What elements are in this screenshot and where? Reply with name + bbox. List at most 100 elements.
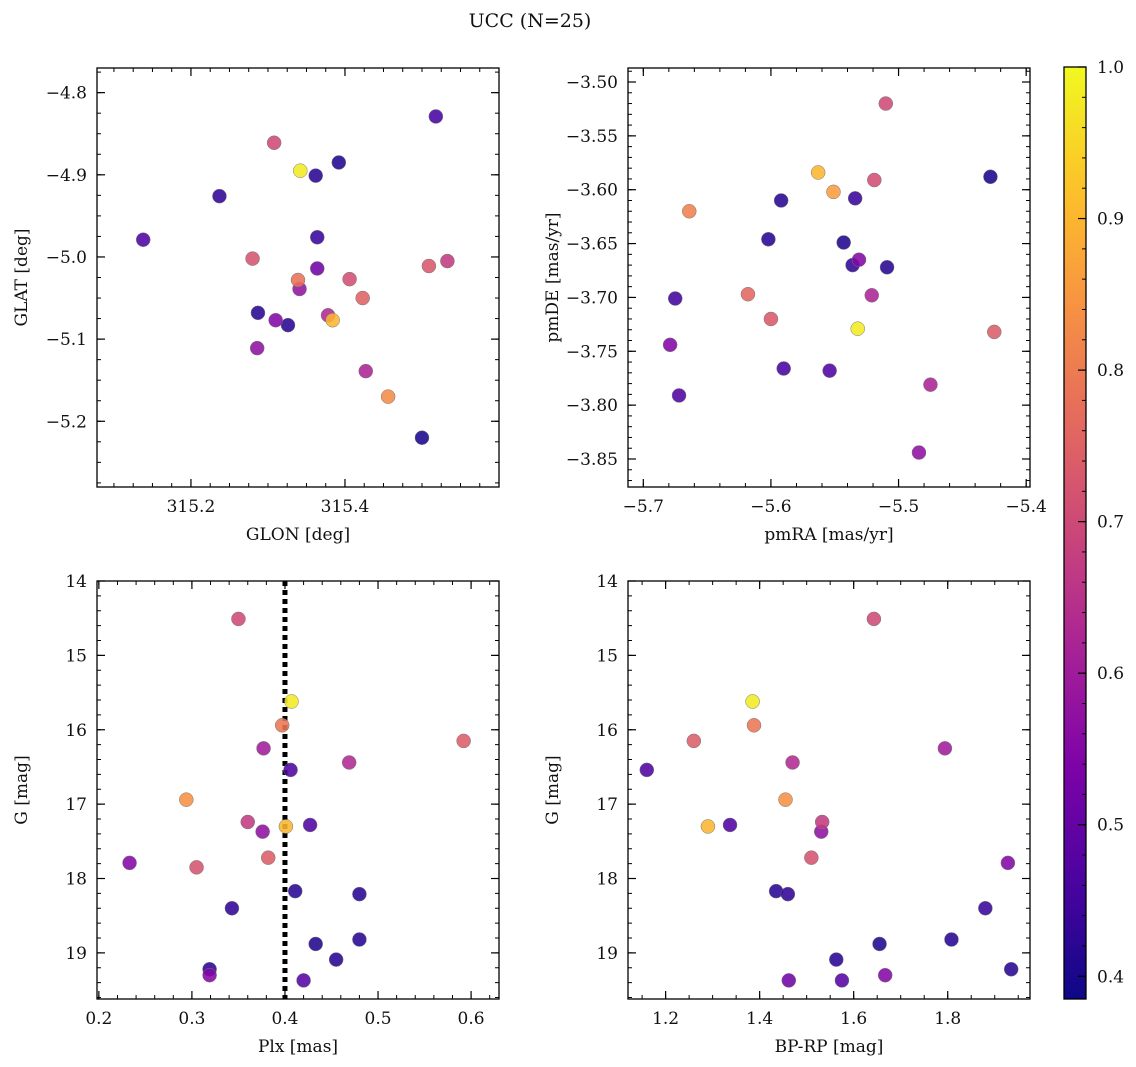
minor-ticks xyxy=(97,580,499,999)
scatter-point xyxy=(341,755,357,770)
scatter-point xyxy=(826,184,841,200)
y-tick-label: 18 xyxy=(65,870,87,890)
y-tick-label: −3.55 xyxy=(566,127,618,147)
colorbar: 0.4 0.5 0.6 0.7 0.8 0.9 1.0 xyxy=(1063,58,1124,1000)
scatter-point xyxy=(763,311,779,327)
x-tick-label: −5.6 xyxy=(750,497,791,517)
minor-ticks xyxy=(628,68,1030,487)
scatter-point xyxy=(290,272,306,288)
scatter-point xyxy=(202,967,217,983)
scatter-point xyxy=(829,952,844,967)
axes-frame xyxy=(627,67,1031,488)
scatter-point xyxy=(804,850,819,865)
scatter-point xyxy=(249,340,265,356)
scatter-point xyxy=(352,932,367,947)
scatter-point xyxy=(785,755,800,770)
y-tick-label: 15 xyxy=(65,646,87,666)
scatter-point xyxy=(283,762,298,778)
scatter-point xyxy=(440,253,455,269)
scatter-point xyxy=(179,792,194,807)
scatter-point xyxy=(923,377,938,392)
scatter-point xyxy=(722,817,738,833)
panel-pmra-pmde: −5.7 −5.6 −5.5 −5.4 −3.50 −3.55 −3.60 −3.65 −3.7… xyxy=(543,67,1047,545)
scatter-point xyxy=(380,389,396,404)
y-tick-label: −5.0 xyxy=(46,248,87,268)
scatter-point xyxy=(667,291,683,306)
scatter-point xyxy=(773,193,789,208)
y-tick-label: 15 xyxy=(596,646,618,666)
scatter-point xyxy=(662,337,678,353)
colorbar-tick-label: 0.5 xyxy=(1097,816,1124,836)
scatter-point xyxy=(355,290,370,306)
colorbar-tick-label: 0.6 xyxy=(1097,664,1124,684)
scatter-points xyxy=(135,109,455,445)
scatter-point xyxy=(761,232,776,247)
scatter-point xyxy=(280,317,296,333)
scatter-point xyxy=(851,252,867,267)
y-tick-label: −3.70 xyxy=(566,288,618,308)
scatter-point xyxy=(1000,855,1016,871)
scatter-point xyxy=(331,155,347,170)
major-ticks xyxy=(628,68,1030,487)
scatter-point xyxy=(245,251,260,266)
scatter-point xyxy=(310,261,325,276)
y-tick-label: 14 xyxy=(65,572,87,592)
scatter-point xyxy=(877,967,893,983)
major-ticks xyxy=(628,580,1030,999)
x-axis-label: BP-RP [mag] xyxy=(775,1037,884,1057)
scatter-point xyxy=(284,694,299,709)
scatter-point xyxy=(879,260,895,275)
y-tick-label: 18 xyxy=(596,870,618,890)
scatter-point xyxy=(352,886,367,902)
scatter-points xyxy=(122,611,471,988)
x-tick-label: −5.5 xyxy=(878,497,919,517)
scatter-point xyxy=(308,168,323,183)
scatter-point xyxy=(864,288,880,303)
minor-ticks xyxy=(97,68,500,487)
x-tick-label: 0.2 xyxy=(85,1009,112,1029)
scatter-point xyxy=(325,312,340,328)
major-ticks xyxy=(97,580,499,999)
scatter-point xyxy=(810,165,826,180)
scatter-point xyxy=(456,733,471,749)
colorbar-gradient xyxy=(1063,66,1087,1000)
scatter-point xyxy=(776,361,791,376)
scatter-point xyxy=(978,901,993,916)
y-tick-label: −4.8 xyxy=(46,84,87,104)
x-tick-label: 1.8 xyxy=(934,1009,961,1029)
y-tick-label: −3.85 xyxy=(566,450,618,470)
panel-glon-glat: 315.2 315.4 −4.8 −4.9 −5.0 −5.1 −5.2 GLON [deg]… xyxy=(12,67,500,545)
x-tick-label: 1.2 xyxy=(652,1009,679,1029)
scatter-point xyxy=(224,901,240,916)
scatter-point xyxy=(358,363,374,379)
scatter-point xyxy=(836,235,851,250)
x-tick-label: −5.7 xyxy=(623,497,664,517)
scatter-point xyxy=(421,258,437,274)
scatter-point xyxy=(834,973,850,988)
scatter-point xyxy=(911,445,927,460)
scatter-point xyxy=(268,312,283,328)
scatter-point xyxy=(983,169,998,185)
scatter-points xyxy=(639,611,1019,988)
axes-frame xyxy=(627,580,1031,1000)
y-tick-label: −3.60 xyxy=(566,181,618,201)
scatter-point xyxy=(700,819,716,834)
colorbar-tick-label: 0.9 xyxy=(1097,210,1124,230)
scatter-point xyxy=(266,135,282,151)
y-axis-label: G [mag] xyxy=(12,755,32,824)
scatter-point xyxy=(212,188,227,204)
scatter-point xyxy=(287,883,303,899)
colorbar-tick-label: 0.4 xyxy=(1097,967,1124,987)
scatter-point xyxy=(250,305,266,321)
minor-ticks xyxy=(628,580,1030,999)
scatter-point xyxy=(746,718,762,733)
scatter-point xyxy=(944,932,959,947)
x-tick-label: 1.6 xyxy=(840,1009,867,1029)
y-tick-label: 19 xyxy=(65,944,87,964)
y-tick-label: −5.1 xyxy=(46,330,87,350)
y-tick-label: 16 xyxy=(65,721,87,741)
scatter-point xyxy=(428,109,444,124)
x-tick-label: 315.4 xyxy=(321,497,370,517)
scatter-point xyxy=(866,611,882,627)
